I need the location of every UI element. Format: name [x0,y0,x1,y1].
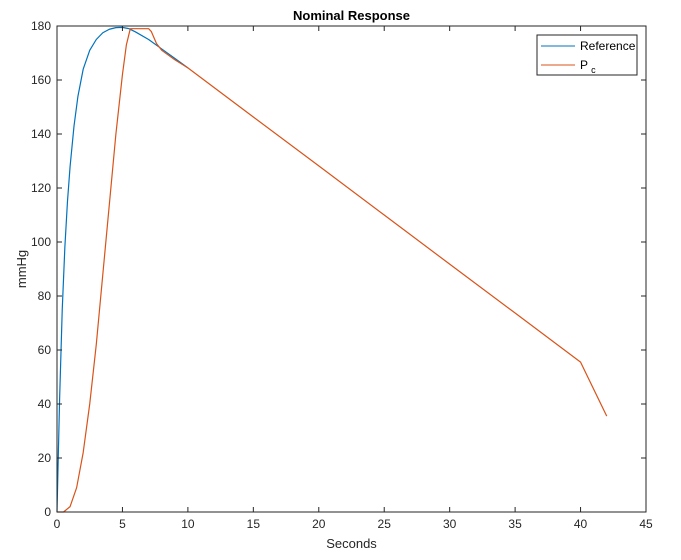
x-tick-label: 40 [574,517,588,531]
legend-label-pc: P c [580,58,596,75]
x-tick-label: 0 [54,517,61,531]
plot-frame [56,25,647,513]
y-tick-label: 0 [44,505,51,519]
y-tick-label: 140 [31,127,51,141]
plot-area [57,26,646,512]
legend: Reference P c [536,34,638,76]
y-tick-label: 160 [31,73,51,87]
x-tick-label: 10 [181,517,195,531]
y-tick-label: 40 [38,397,52,411]
legend-label-pc-main: P [580,58,588,72]
x-tick-label: 30 [443,517,457,531]
x-tick-label: 5 [119,517,126,531]
y-axis-label: mmHg [14,250,29,288]
x-tick-label: 25 [378,517,392,531]
y-tick-label: 20 [38,451,52,465]
legend-label-reference: Reference [580,39,636,53]
x-tick-label: 45 [639,517,653,531]
y-tick-label: 120 [31,181,51,195]
legend-label-reference-main: Reference [580,39,636,53]
y-tick-label: 60 [38,343,52,357]
legend-label-pc-subscript: c [591,65,596,75]
ticks-layer: 0 5 10 15 20 25 30 35 40 45 0 20 40 60 80 100 120 140 160 1… [31,19,653,531]
x-tick-label: 35 [508,517,522,531]
x-axis-label: Seconds [326,536,377,551]
series-line-pc [57,28,608,513]
legend-box [536,34,638,76]
chart-title: Nominal Response [293,8,410,23]
x-tick-label: 20 [312,517,326,531]
series-line-reference [56,26,189,513]
series-layer [56,26,608,513]
x-tick-label: 15 [247,517,261,531]
y-tick-label: 100 [31,235,51,249]
y-tick-label: 80 [38,289,52,303]
y-tick-label: 180 [31,19,51,33]
